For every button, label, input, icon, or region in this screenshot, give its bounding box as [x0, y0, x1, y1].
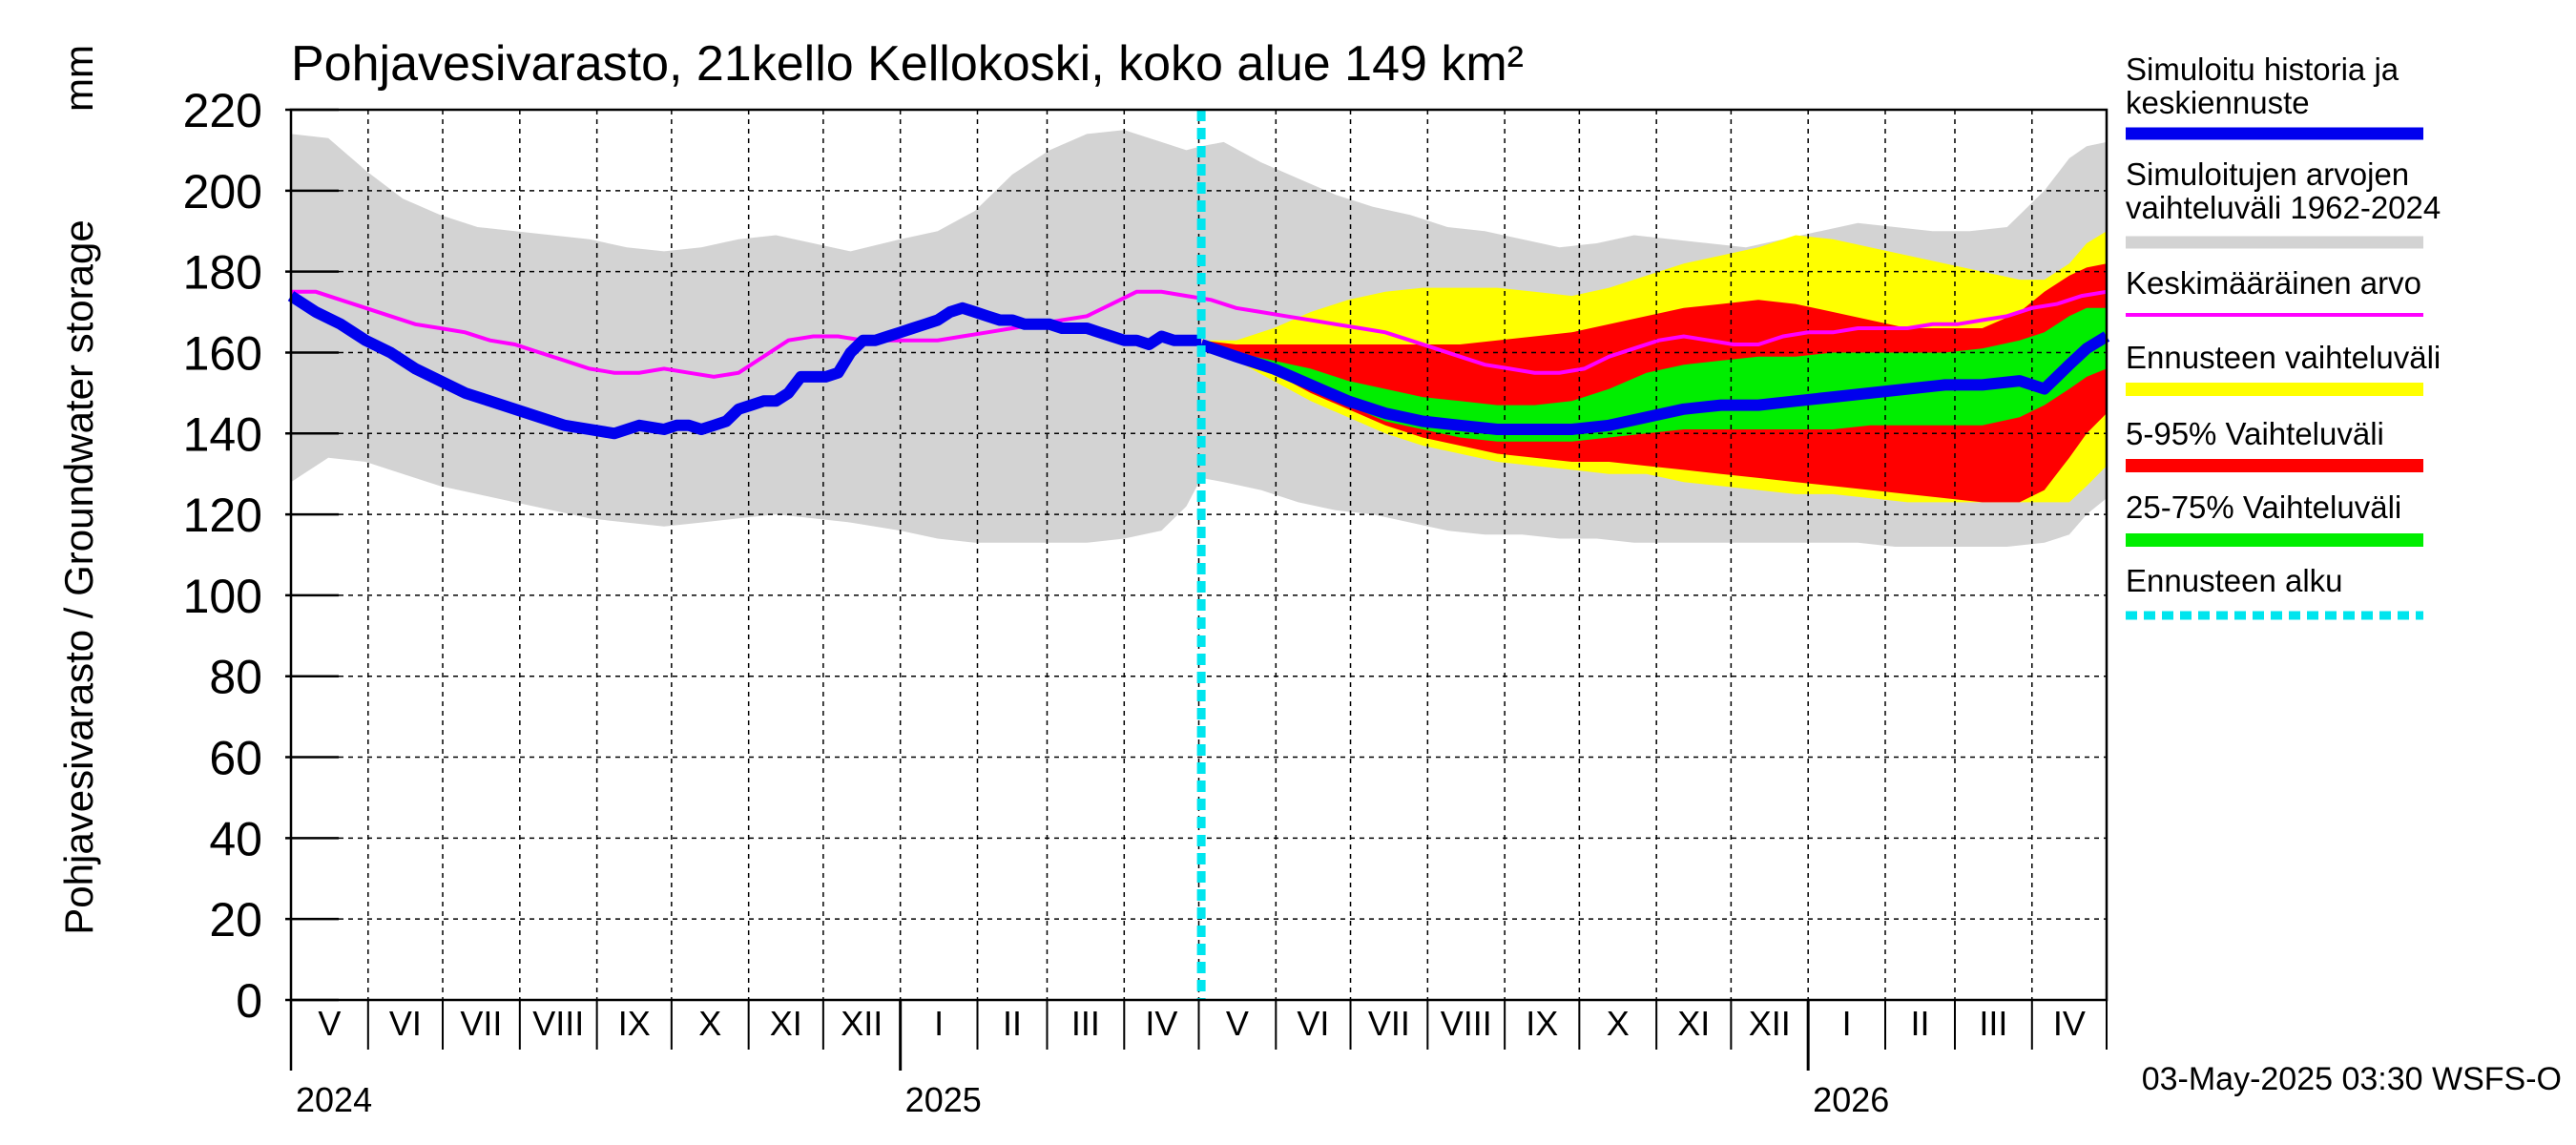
y-tick-label: 120 — [183, 489, 262, 542]
legend-label: Ennusteen vaihteluväli — [2126, 340, 2441, 375]
footer-timestamp: 03-May-2025 03:30 WSFS-O — [2142, 1061, 2562, 1097]
month-label: IV — [2053, 1004, 2086, 1043]
month-label: X — [698, 1004, 721, 1043]
month-label: VIII — [1441, 1004, 1492, 1043]
month-label: VII — [460, 1004, 502, 1043]
month-label: IV — [1145, 1004, 1177, 1043]
y-tick-label: 220 — [183, 84, 262, 137]
month-label: II — [1910, 1004, 1929, 1043]
legend-label: keskiennuste — [2126, 85, 2310, 120]
month-label: II — [1003, 1004, 1022, 1043]
month-label: XII — [1749, 1004, 1791, 1043]
year-label: 2025 — [905, 1080, 982, 1119]
month-label: VIII — [532, 1004, 584, 1043]
y-axis-unit: mm — [56, 45, 101, 112]
legend-label: 25-75% Vaihteluväli — [2126, 489, 2401, 525]
legend-label: Ennusteen alku — [2126, 563, 2343, 598]
y-tick-label: 160 — [183, 326, 262, 380]
month-label: XII — [841, 1004, 883, 1043]
legend-label: 5-95% Vaihteluväli — [2126, 416, 2384, 451]
forecast-median-line — [1199, 331, 2110, 435]
legend-label: Keskimääräinen arvo — [2126, 265, 2421, 301]
month-label: I — [934, 1004, 944, 1043]
chart-title: Pohjavesivarasto, 21kello Kellokoski, ko… — [291, 36, 1524, 92]
year-label: 2024 — [296, 1080, 372, 1119]
month-label: VII — [1368, 1004, 1410, 1043]
y-tick-label: 100 — [183, 570, 262, 623]
month-label: III — [1071, 1004, 1100, 1043]
y-tick-label: 0 — [236, 974, 262, 1028]
legend-label: Simuloitu historia ja — [2126, 52, 2399, 87]
y-tick-label: 60 — [209, 732, 262, 785]
y-tick-label: 180 — [183, 246, 262, 300]
y-tick-label: 200 — [183, 165, 262, 219]
series-lines — [287, 110, 2110, 1000]
month-label: XI — [770, 1004, 802, 1043]
y-axis-label: Pohjavesivarasto / Groundwater storage — [56, 219, 101, 934]
month-label: IX — [1526, 1004, 1558, 1043]
month-label: VI — [1297, 1004, 1329, 1043]
y-tick-label: 80 — [209, 651, 262, 704]
month-label: XI — [1677, 1004, 1710, 1043]
legend-label: vaihteluväli 1962-2024 — [2126, 190, 2441, 225]
month-label: X — [1607, 1004, 1630, 1043]
year-label: 2026 — [1813, 1080, 1889, 1119]
y-tick-label: 20 — [209, 893, 262, 947]
month-label: VI — [389, 1004, 422, 1043]
history-line — [287, 291, 1202, 440]
month-label: V — [318, 1004, 341, 1043]
month-label: V — [1226, 1004, 1249, 1043]
y-tick-label: 40 — [209, 812, 262, 865]
month-label: IX — [618, 1004, 651, 1043]
month-label: I — [1842, 1004, 1852, 1043]
month-label: III — [1979, 1004, 2007, 1043]
y-tick-label: 140 — [183, 407, 262, 461]
legend-label: Simuloitujen arvojen — [2126, 156, 2409, 192]
